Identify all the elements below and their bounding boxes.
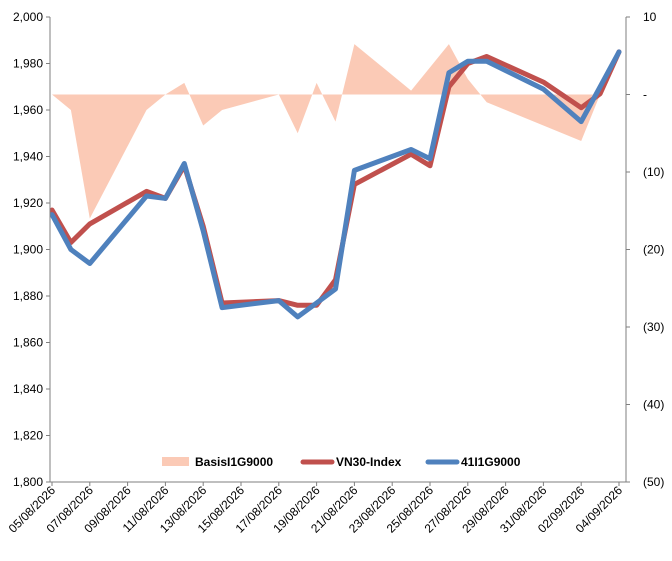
series-basis-area <box>52 44 619 219</box>
legend-item-basis-label: BasisI1G9000 <box>195 455 273 469</box>
left-y-tick-label: 1,960 <box>13 103 43 117</box>
left-y-tick-label: 1,920 <box>13 196 43 210</box>
legend-item-41i1g9000-label: 41I1G9000 <box>461 455 521 469</box>
right-y-tick-label: (10) <box>643 165 664 179</box>
right-y-tick-label: (20) <box>643 243 664 257</box>
left-y-tick-label: 2,000 <box>13 10 43 24</box>
right-y-tick-label: (30) <box>643 320 664 334</box>
line-layer <box>49 49 622 320</box>
left-y-tick-label: 1,900 <box>13 243 43 257</box>
left-y-tick-label: 1,940 <box>13 150 43 164</box>
left-y-tick-label: 1,860 <box>13 336 43 350</box>
right-y-tick-label: - <box>643 88 647 102</box>
left-y-ticks: 1,800 1,820 1,840 1,860 1,880 1,900 1,920 1,940… <box>13 10 50 489</box>
series-vn30-index-line <box>49 49 622 308</box>
left-y-tick-label: 1,980 <box>13 57 43 71</box>
series-41i1g9000-line <box>49 49 622 320</box>
right-y-tick-label: (40) <box>643 398 664 412</box>
left-y-tick-label: 1,840 <box>13 382 43 396</box>
area-layer <box>52 44 619 219</box>
left-y-tick-label: 1,820 <box>13 429 43 443</box>
right-y-tick-label: 10 <box>643 10 657 24</box>
x-ticks: 05/08/202607/08/202609/08/202611/08/2026… <box>6 482 625 536</box>
legend: BasisI1G9000 VN30-Index 41I1G9000 <box>162 455 521 469</box>
left-y-tick-label: 1,880 <box>13 289 43 303</box>
left-y-tick-label: 1,800 <box>13 475 43 489</box>
right-y-tick-label: (50) <box>643 475 664 489</box>
legend-item-basis-swatch <box>162 457 189 466</box>
legend-item-vn30-index-label: VN30-Index <box>336 455 402 469</box>
right-y-ticks: 10 - (10) (20) (30) (40) (50) <box>626 10 664 489</box>
